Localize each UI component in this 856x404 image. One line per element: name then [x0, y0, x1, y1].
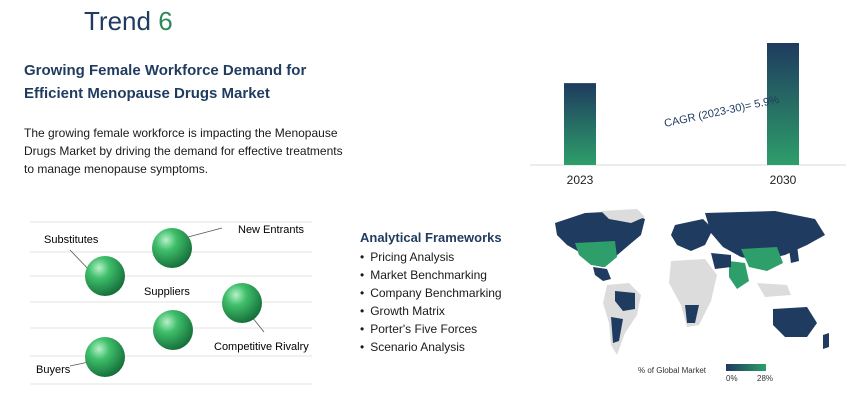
- frameworks-item: Pricing Analysis: [360, 248, 502, 266]
- region-brazil: [615, 291, 635, 311]
- map-legend-scale: [726, 364, 766, 371]
- frameworks-item: Market Benchmarking: [360, 266, 502, 284]
- frameworks-item: Company Benchmarking: [360, 284, 501, 302]
- trend-word: Trend: [84, 6, 151, 36]
- trend-title: Trend 6: [84, 6, 173, 37]
- connector: [187, 227, 223, 238]
- region-australia: [773, 307, 817, 337]
- frameworks-item: Scenario Analysis: [360, 338, 502, 356]
- x-tick-label: 2030: [770, 173, 797, 187]
- force-label-competitive-rivalry: Competitive Rivalry: [214, 341, 309, 353]
- force-label-suppliers: Suppliers: [144, 286, 190, 298]
- frameworks-list: Pricing Analysis Market Benchmarking Com…: [360, 248, 502, 356]
- force-label-new-entrants: New Entrants: [238, 224, 305, 236]
- suppliers-sphere: [153, 310, 193, 350]
- growth-bar-chart: 2023 2030 CAGR (2023-30)= 5.9%: [530, 43, 846, 187]
- region-argentina: [611, 317, 623, 343]
- region-india: [729, 261, 749, 289]
- competitive-rivalry-sphere: [222, 283, 262, 323]
- five-forces-diagram: Substitutes New Entrants Suppliers Compe…: [30, 221, 312, 385]
- frameworks-item: Growth Matrix: [360, 302, 502, 320]
- map-legend-max: 28%: [757, 374, 774, 383]
- x-tick-label: 2023: [567, 173, 594, 187]
- trend-number: 6: [158, 6, 173, 36]
- region-south-africa: [685, 305, 699, 323]
- description: The growing female workforce is impactin…: [24, 126, 343, 176]
- frameworks-title: Analytical Frameworks: [360, 230, 502, 245]
- buyers-sphere: [85, 337, 125, 377]
- headline: Growing Female Workforce Demand for Effi…: [24, 62, 307, 102]
- bar-2030: [767, 43, 799, 165]
- region-southeast-asia: [757, 283, 791, 297]
- frameworks-item: Porter's Five Forces: [360, 320, 502, 338]
- map-legend-min: 0%: [726, 374, 738, 383]
- region-japan: [789, 245, 799, 263]
- region-new-zealand: [823, 333, 829, 349]
- cagr-annotation: CAGR (2023-30)= 5.9%: [663, 94, 780, 130]
- region-usa: [575, 241, 617, 267]
- region-north-america: [555, 211, 645, 267]
- substitutes-sphere: [85, 256, 125, 296]
- bar-2023: [564, 83, 596, 165]
- region-greenland: [601, 209, 645, 223]
- map-legend-label: % of Global Market: [638, 366, 707, 375]
- force-label-buyers: Buyers: [36, 364, 71, 376]
- region-china: [741, 247, 783, 271]
- region-africa: [669, 259, 717, 327]
- region-mexico: [593, 267, 611, 281]
- region-europe: [671, 219, 713, 251]
- region-middle-east: [711, 253, 731, 269]
- new-entrants-sphere: [152, 228, 192, 268]
- force-label-substitutes: Substitutes: [44, 234, 99, 246]
- world-map: [555, 209, 829, 355]
